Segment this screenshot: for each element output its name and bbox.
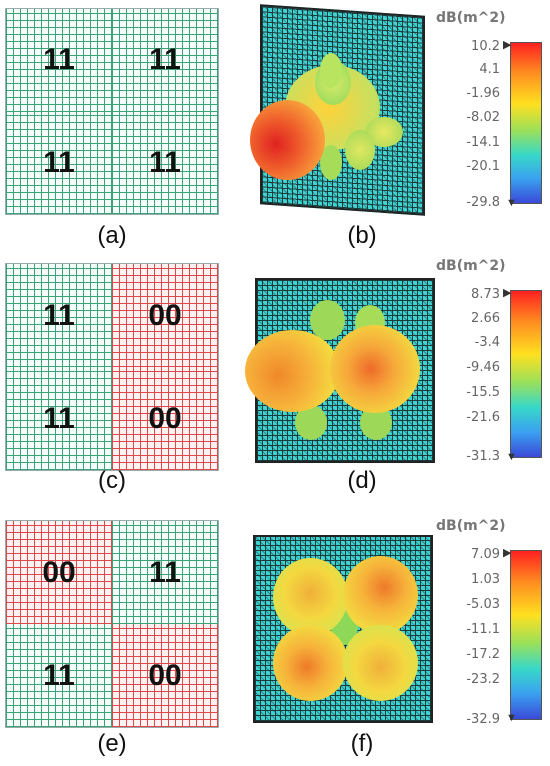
panel-label-b: (b): [347, 222, 377, 249]
colorbar-tick: -11.1: [466, 622, 500, 637]
coding-label: 11: [149, 555, 181, 589]
quadrant-top-right: 00: [112, 264, 218, 367]
coding-label: 00: [148, 298, 182, 332]
colorbar-tick: -29.8: [466, 195, 500, 210]
metasurface-grid-c: 11 00 11 00: [5, 263, 219, 471]
colorbar: [510, 42, 542, 204]
coding-label: 00: [148, 401, 182, 435]
colorbar-tick: 10.2: [471, 39, 500, 54]
colorbar-tick: -31.3: [466, 449, 500, 464]
coding-label: 00: [148, 658, 182, 692]
colorbar: [510, 550, 542, 720]
colorbar-title: dB(m^2): [436, 10, 506, 26]
colorbar-tick: -17.2: [466, 647, 500, 662]
scattering-lobe: [310, 300, 345, 340]
quadrant-bottom-right: 00: [112, 367, 218, 470]
metasurface-grid-a: 11 11 11 11: [5, 8, 219, 215]
panel-label-e: (e): [97, 730, 127, 757]
main-scattering-lobe: [273, 558, 348, 636]
coding-label: 11: [149, 43, 181, 77]
colorbar-title: dB(m^2): [436, 518, 506, 534]
quadrant-top-left: 11: [6, 264, 112, 367]
colorbar-max-marker: ▶: [503, 39, 512, 51]
colorbar-max-marker: ▶: [503, 547, 512, 559]
coding-label: 00: [42, 555, 76, 589]
main-scattering-lobe: [273, 625, 348, 701]
colorbar-tick: 2.66: [471, 311, 500, 326]
coding-label: 11: [149, 145, 181, 179]
main-scattering-lobe: [250, 100, 325, 180]
coding-label: 11: [43, 145, 75, 179]
coding-label: 11: [43, 658, 75, 692]
colorbar-tick: -5.03: [466, 597, 500, 612]
colorbar-tick: -8.02: [466, 110, 500, 125]
rcs-pattern-d: [240, 270, 440, 470]
quadrant-bottom-left: 11: [6, 367, 112, 470]
colorbar-tick: 8.73: [471, 287, 500, 302]
main-scattering-lobe: [343, 556, 418, 634]
colorbar-tick: 1.03: [471, 572, 500, 587]
colorbar-min-marker: ▼: [506, 712, 517, 724]
colorbar-title: dB(m^2): [436, 258, 506, 274]
colorbar-tick: -21.6: [466, 410, 500, 425]
quadrant-bottom-left: 11: [6, 111, 112, 214]
main-scattering-lobe: [343, 625, 418, 701]
coding-label: 11: [43, 43, 75, 77]
quadrant-top-right: 11: [112, 521, 218, 624]
panel-label-c: (c): [98, 467, 126, 494]
colorbar-tick: 4.1: [479, 62, 500, 77]
scattering-lobe: [320, 53, 342, 88]
metasurface-grid-e: 00 11 11 00: [5, 520, 219, 728]
scattering-lobe: [345, 130, 375, 170]
colorbar-tick: -9.46: [466, 360, 500, 375]
colorbar-tick: -1.96: [466, 86, 500, 101]
colorbar-tick: -32.9: [466, 712, 500, 727]
quadrant-bottom-right: 00: [112, 624, 218, 727]
colorbar: [510, 290, 542, 458]
main-scattering-lobe: [245, 330, 340, 412]
colorbar-min-marker: ▼: [506, 197, 517, 209]
quadrant-top-right: 11: [112, 9, 218, 112]
colorbar-tick: 7.09: [471, 547, 500, 562]
colorbar-tick: -14.1: [466, 135, 500, 150]
coding-label: 11: [43, 401, 75, 435]
main-scattering-lobe: [330, 325, 420, 413]
colorbar-tick: -23.2: [466, 672, 500, 687]
coding-label: 11: [43, 298, 75, 332]
colorbar-max-marker: ▶: [503, 287, 512, 299]
panel-label-a: (a): [97, 222, 127, 249]
colorbar-tick: -15.5: [466, 385, 500, 400]
quadrant-top-left: 11: [6, 9, 112, 112]
panel-label-d: (d): [347, 467, 377, 494]
scattering-lobe: [320, 145, 342, 180]
colorbar-tick: -3.4: [474, 335, 500, 350]
quadrant-bottom-left: 11: [6, 624, 112, 727]
rcs-pattern-f: [245, 530, 440, 728]
colorbar-tick: -20.1: [466, 159, 500, 174]
colorbar-min-marker: ▼: [506, 451, 517, 463]
quadrant-bottom-right: 11: [112, 111, 218, 214]
panel-label-f: (f): [350, 730, 374, 757]
rcs-pattern-b: [245, 4, 435, 217]
quadrant-top-left: 00: [6, 521, 112, 624]
